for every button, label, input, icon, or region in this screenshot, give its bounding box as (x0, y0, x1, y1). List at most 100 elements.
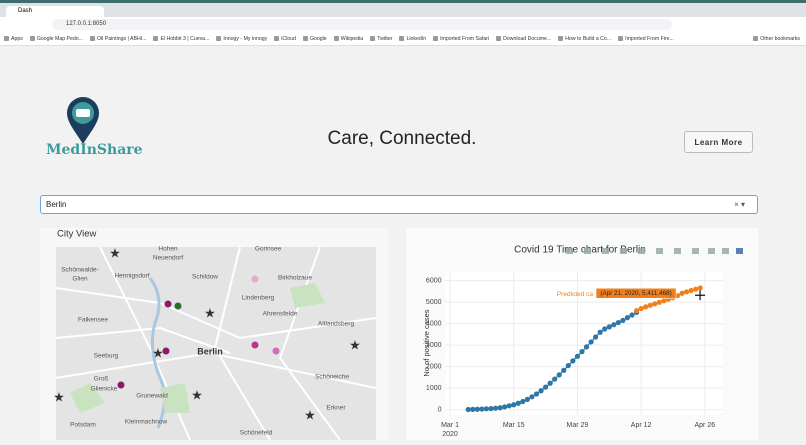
data-point (511, 402, 517, 408)
modebar[interactable] (566, 248, 743, 254)
bookmark[interactable]: Imported From Safari (433, 36, 489, 42)
tab[interactable]: Dash (6, 6, 104, 17)
bookmark[interactable]: Google (303, 36, 327, 42)
svg-text:★: ★ (109, 245, 121, 260)
map-label: Altlandsberg (318, 321, 355, 328)
dropdown-icons[interactable]: × ▾ (734, 200, 745, 209)
data-point (524, 396, 530, 402)
map-label: Schöneiche (315, 374, 349, 381)
data-point (602, 326, 608, 332)
address-bar: 127.0.0.1:8050 (0, 17, 806, 34)
data-point (633, 308, 640, 314)
logo-pin (67, 97, 99, 144)
data-point (542, 384, 549, 390)
hover-name: Predicted ca (557, 291, 594, 298)
map-label: Birkholzaue (278, 275, 312, 282)
map-title: City View (57, 229, 97, 240)
bookmark[interactable]: Oil Paintings | ABHI... (90, 36, 147, 42)
bookmark[interactable]: Wikipedia (334, 36, 364, 42)
y-tick-label: 3000 (426, 342, 442, 349)
y-tick-label: 4000 (426, 320, 442, 327)
learn-more-button[interactable]: Learn More (684, 131, 753, 153)
bookmark[interactable]: Twitter (370, 36, 392, 42)
y-axis-title: No of positive cases (422, 309, 431, 376)
data-point (647, 302, 653, 308)
bookmark[interactable]: LinkedIn (399, 36, 426, 42)
url-field[interactable]: 127.0.0.1:8050 (52, 19, 672, 30)
x-year-label: 2020 (442, 431, 458, 438)
tab-bar: Dash (0, 3, 806, 17)
data-point (479, 406, 485, 412)
bookmark[interactable]: Other bookmarks (753, 36, 800, 42)
data-point (606, 324, 612, 330)
map-label: Berlin (197, 346, 223, 356)
city-dropdown[interactable]: Berlin × ▾ (40, 195, 758, 214)
map-label: Grunewald (136, 393, 168, 400)
bookmark[interactable]: iCloud (274, 36, 296, 42)
bookmark[interactable]: Imported From Fire... (618, 36, 674, 42)
map-label: Hennigsdorf (114, 273, 149, 280)
map-label: Gorinsee (255, 246, 282, 253)
scrollbar (798, 47, 806, 440)
data-point (688, 287, 694, 294)
svg-text:★: ★ (304, 407, 316, 422)
data-point (520, 398, 526, 405)
data-point (611, 322, 617, 328)
data-point (697, 285, 703, 291)
data-point (565, 362, 571, 369)
data-point (597, 329, 603, 335)
map-card: City View Hohen Neuendorf Gorinsee Schön… (40, 228, 388, 441)
data-point (656, 299, 662, 305)
data-point (529, 394, 535, 400)
svg-text:★: ★ (53, 389, 65, 404)
map-label: Glienicke (91, 386, 118, 393)
map-label: Ahrensfelde (263, 311, 298, 318)
data-point (643, 304, 649, 310)
bookmark[interactable]: Innogy - My innogy (216, 36, 267, 42)
tagline: Care, Connected. (327, 128, 477, 149)
map-label: Falkensee (78, 317, 108, 324)
cursor (695, 290, 706, 301)
svg-text:★: ★ (204, 305, 216, 320)
map-label: Lindenberg (242, 295, 275, 302)
data-point (552, 376, 558, 382)
data-point (502, 404, 508, 410)
dropdown-value: Berlin (46, 200, 67, 209)
map-label: Erkner (326, 405, 346, 412)
brand: MedInShare (46, 142, 143, 158)
data-point (515, 400, 521, 406)
map-label: Neuendorf (153, 255, 184, 262)
x-tick-label: Apr 12 (631, 422, 652, 429)
map-label: Groß (94, 376, 109, 383)
bookmark[interactable]: Download Docume... (496, 36, 551, 42)
map: City View Hohen Neuendorf Gorinsee Schön… (53, 229, 377, 441)
data-point (579, 349, 585, 355)
bookmark[interactable]: Google Map Pedo... (30, 36, 83, 42)
map-label: Seeburg (94, 353, 119, 360)
y-tick-label: 1000 (426, 385, 442, 392)
data-point (679, 290, 685, 296)
data-point (561, 367, 567, 373)
y-tick-label: 5000 (426, 299, 442, 306)
bookmark[interactable]: How to Build a Co... (558, 36, 611, 42)
hover-box (595, 288, 677, 299)
data-point (588, 339, 594, 345)
data-point (474, 406, 480, 412)
chart-card: Covid 19 Time chart for Berlin No of pos… (406, 228, 758, 440)
map-label: Schönwalde- (61, 267, 99, 274)
bookmark[interactable]: El Hobbit 3 | Cueva... (153, 36, 209, 42)
map-label: Schildow (192, 274, 218, 281)
chart: Covid 19 Time chart for Berlin No of pos… (422, 245, 743, 438)
data-point (483, 406, 490, 412)
chart-title: Covid 19 Time chart for Berlin (514, 245, 646, 256)
data-point (497, 405, 503, 411)
bookmark[interactable]: Apps (4, 36, 23, 42)
map-label: Hohen (158, 246, 178, 253)
data-point (583, 344, 590, 350)
data-point (570, 358, 576, 364)
bookmarks-bar: Apps Google Map Pedo... Oil Paintings | AB… (0, 33, 806, 46)
svg-text:★: ★ (349, 337, 361, 352)
data-point (629, 312, 635, 318)
data-point (533, 391, 540, 397)
